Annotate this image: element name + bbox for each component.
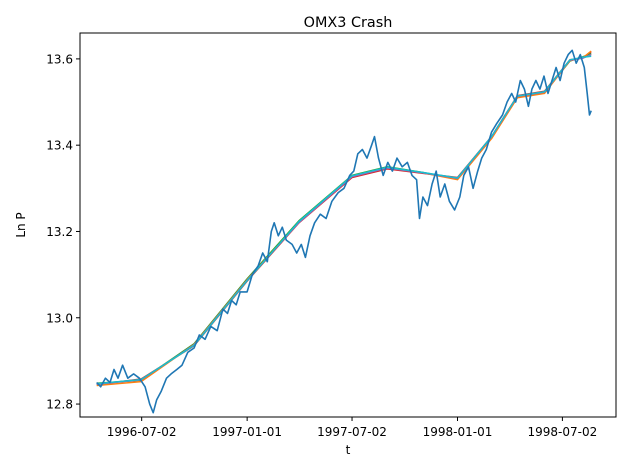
y-tick-label: 12.8 (46, 398, 73, 412)
x-tick-label: 1997-01-01 (212, 425, 282, 439)
y-tick-label: 13.6 (46, 52, 73, 66)
chart-title: OMX3 Crash (304, 15, 393, 31)
series-line-price (96, 49, 592, 414)
y-tick-label: 13.4 (46, 139, 73, 153)
y-tick-label: 13.2 (46, 225, 73, 239)
x-axis-title: t (346, 443, 351, 457)
series-layer (96, 49, 592, 414)
series-line-fit-5 (96, 55, 592, 385)
y-axis-title: Ln P (14, 212, 28, 237)
x-tick-label: 1998-07-02 (528, 425, 598, 439)
x-tick-label: 1996-07-02 (107, 425, 177, 439)
y-tick-label: 13.0 (46, 311, 73, 325)
x-tick-label: 1998-01-01 (423, 425, 493, 439)
y-axis: 12.8 13.0 13.2 13.4 13.6 (46, 52, 80, 412)
x-axis: 1996-07-02 1997-01-01 1997-07-02 1998-01-01… (107, 417, 597, 439)
plot-frame (79, 32, 617, 418)
x-tick-label: 1997-07-02 (317, 425, 387, 439)
